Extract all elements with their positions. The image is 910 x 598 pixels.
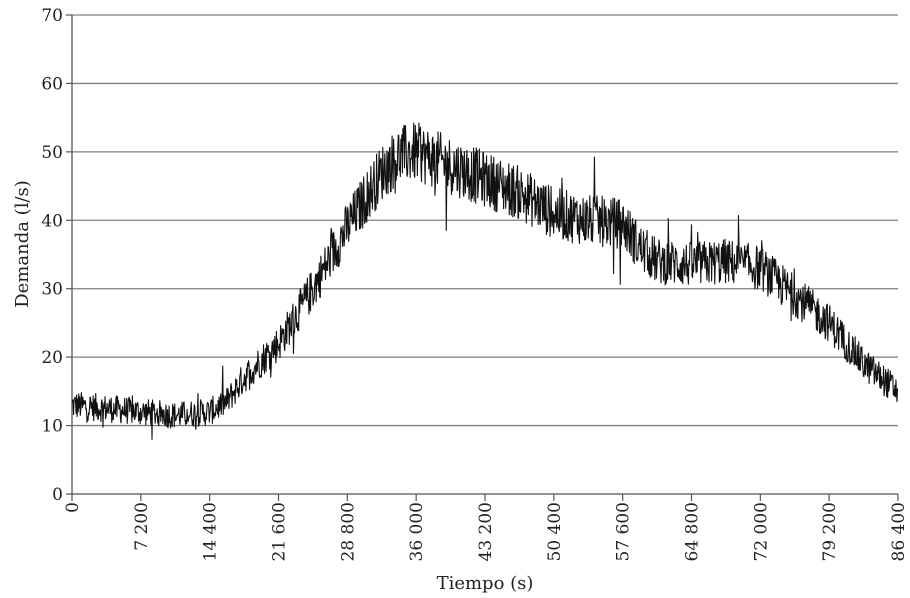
y-axis-title: Demanda (l/s) bbox=[12, 180, 33, 308]
x-tick-label-10: 72 000 bbox=[751, 502, 771, 561]
y-tick-label-6: 60 bbox=[41, 74, 63, 94]
series-line-0 bbox=[71, 122, 899, 440]
y-tick-label-1: 10 bbox=[41, 417, 63, 437]
y-tick-label-2: 20 bbox=[41, 348, 63, 368]
x-tick-labels: 0 7 200 14 400 21 600 28 800 36 000 43 200 50 4… bbox=[63, 494, 909, 561]
y-tick-label-3: 30 bbox=[41, 280, 63, 300]
x-tick-label-8: 57 600 bbox=[614, 502, 634, 561]
x-tick-label-6: 43 200 bbox=[476, 502, 496, 561]
x-tick-label-2: 14 400 bbox=[201, 502, 221, 561]
grid-lines bbox=[72, 14, 898, 427]
y-tick-label-7: 70 bbox=[41, 6, 63, 26]
x-tick-label-9: 64 800 bbox=[683, 502, 703, 561]
y-tick-label-0: 0 bbox=[52, 485, 63, 505]
x-tick-label-12: 86 400 bbox=[889, 502, 909, 561]
x-tick-label-4: 28 800 bbox=[338, 502, 358, 561]
x-tick-label-1: 7 200 bbox=[132, 502, 152, 551]
y-tick-label-4: 40 bbox=[41, 211, 63, 231]
y-tick-labels: 0 10 20 30 40 50 60 70 bbox=[41, 6, 72, 505]
series-group bbox=[71, 122, 899, 440]
x-tick-label-11: 79 200 bbox=[820, 502, 840, 561]
x-tick-label-3: 21 600 bbox=[270, 502, 290, 561]
x-axis-title: Tiempo (s) bbox=[437, 573, 534, 594]
x-tick-label-5: 36 000 bbox=[407, 502, 427, 561]
x-tick-label-7: 50 400 bbox=[545, 502, 565, 561]
x-tick-label-0: 0 bbox=[63, 502, 83, 513]
y-tick-label-5: 50 bbox=[41, 143, 63, 163]
